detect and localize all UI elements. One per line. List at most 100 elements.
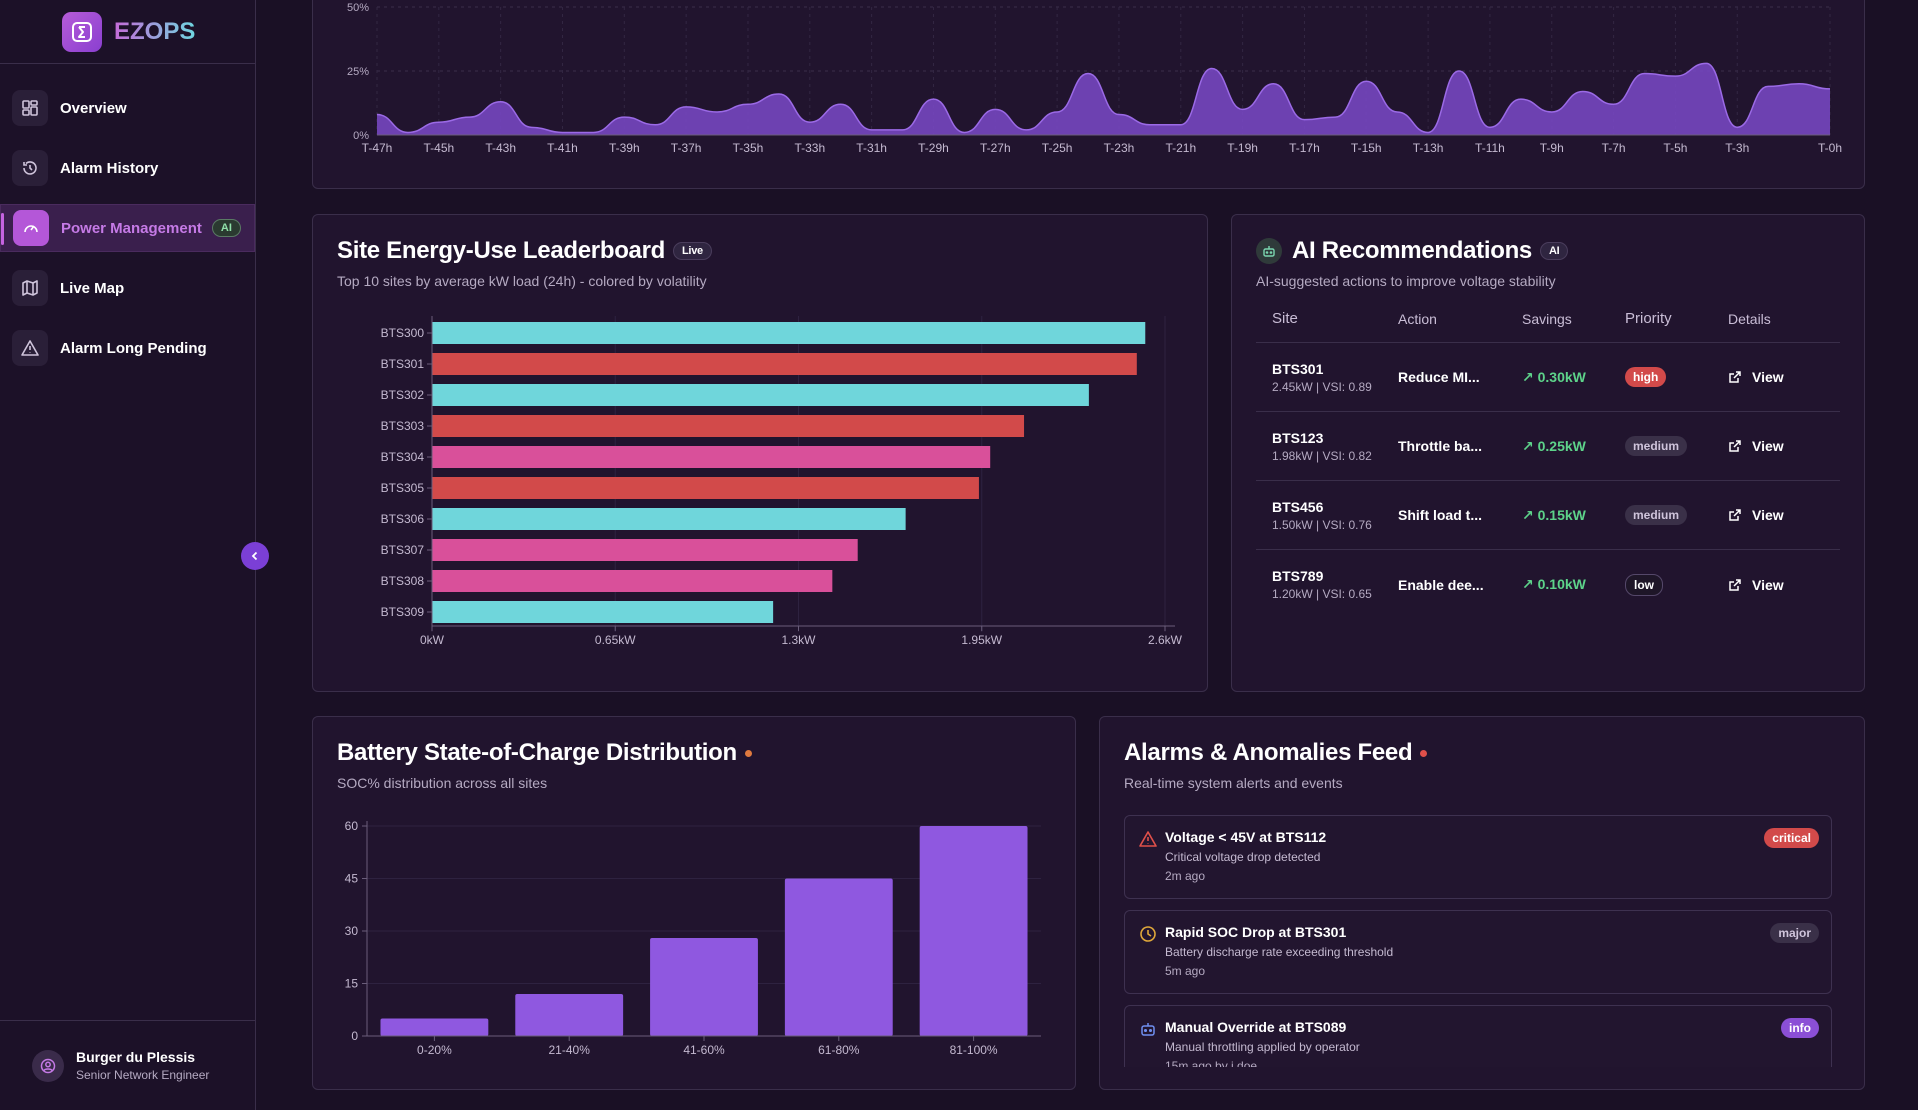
sidebar-item-alarm-long-pending[interactable]: Alarm Long Pending — [0, 324, 255, 372]
site-name: BTS123 — [1272, 429, 1324, 446]
severity-badge: major — [1770, 923, 1819, 943]
site-meta: 1.20kW | VSI: 0.65 — [1272, 587, 1372, 601]
recommendations-panel: AI Recommendations AI AI-suggested actio… — [1231, 214, 1865, 692]
x-tick-label: 21-40% — [549, 1043, 591, 1057]
table-row: BTS123 1.98kW | VSI: 0.82 Throttle ba... … — [1256, 412, 1840, 481]
y-tick-label: BTS305 — [381, 481, 425, 495]
column-header-details: Details — [1728, 310, 1771, 327]
sigma-logo-icon[interactable] — [62, 11, 102, 52]
robot-icon — [1141, 1023, 1155, 1036]
x-tick-label: T-7h — [1602, 141, 1626, 155]
sidebar-item-alarm-history[interactable]: Alarm History — [0, 144, 255, 192]
x-tick-label: T-5h — [1663, 141, 1687, 155]
user-avatar-icon — [32, 1049, 64, 1082]
area-line — [376, 62, 1831, 134]
user-profile[interactable]: Burger du Plessis Senior Network Enginee… — [0, 1020, 256, 1110]
savings-value: ↗ 0.15kW — [1522, 507, 1625, 524]
alarm-item[interactable]: Manual Override at BTS089 Manual throttl… — [1124, 1005, 1832, 1067]
map-icon — [12, 270, 48, 306]
chevron-left-icon — [251, 551, 258, 561]
status-dot — [744, 749, 752, 757]
x-tick-label: T-13h — [1413, 141, 1444, 155]
x-tick-label: T-3h — [1725, 141, 1749, 155]
alarm-time: 5m ago — [1165, 964, 1206, 978]
timeline-chart: 0% 25% 50% T-47h T-45h T-43h T-41h T-39h T-37h T-… — [347, 2, 1842, 155]
table-row: BTS301 2.45kW | VSI: 0.89 Reduce MI... ↗ … — [1256, 343, 1840, 412]
alarm-desc: Battery discharge rate exceeding thresho… — [1165, 945, 1394, 959]
y-tick-label: 30 — [345, 924, 359, 938]
alarm-item[interactable]: Voltage < 45V at BTS112 Critical voltage… — [1124, 815, 1832, 899]
savings-text: 0.30kW — [1537, 368, 1586, 385]
alarm-time: 2m ago — [1165, 869, 1206, 883]
priority-badge: medium — [1625, 505, 1688, 525]
alarms-panel: Alarms & Anomalies Feed Real-time system… — [1099, 716, 1865, 1090]
sidebar-item-overview[interactable]: Overview — [0, 84, 255, 132]
severity-badge: info — [1781, 1018, 1819, 1038]
y-tick-label: 0% — [353, 130, 369, 142]
recommendations-subtitle: AI-suggested actions to improve voltage … — [1256, 273, 1556, 289]
alarm-title: Manual Override at BTS089 — [1165, 1019, 1347, 1035]
leaderboard-subtitle: Top 10 sites by average kW load (24h) - … — [337, 273, 707, 289]
alarm-item[interactable]: Rapid SOC Drop at BTS301 Battery dischar… — [1124, 910, 1832, 994]
x-tick-label: 0.65kW — [595, 633, 636, 647]
alarm-desc: Critical voltage drop detected — [1165, 850, 1321, 864]
sidebar-item-live-map[interactable]: Live Map — [0, 264, 255, 312]
y-tick-label: 15 — [345, 977, 359, 991]
view-button[interactable]: View — [1728, 438, 1828, 454]
warning-icon — [12, 330, 48, 366]
battery-subtitle: SOC% distribution across all sites — [337, 775, 548, 791]
recommendations-table: Site Action Savings Priority Details BTS… — [1256, 295, 1840, 619]
bar-bts301 — [432, 353, 1137, 375]
view-label: View — [1752, 438, 1784, 454]
column-header-savings: Savings — [1522, 310, 1572, 327]
bar-bts306 — [432, 508, 906, 530]
x-tick-label: T-27h — [980, 141, 1011, 155]
savings-text: 0.15kW — [1537, 506, 1586, 523]
x-tick-label: T-37h — [671, 141, 702, 155]
bar-soc-5 — [919, 826, 1028, 1036]
x-tick-label: T-0h — [1818, 141, 1842, 155]
live-badge: Live — [673, 242, 712, 260]
view-button[interactable]: View — [1728, 369, 1828, 385]
y-tick-label: BTS306 — [381, 512, 425, 526]
site-name: BTS301 — [1272, 360, 1324, 377]
alarm-title: Rapid SOC Drop at BTS301 — [1165, 924, 1347, 940]
clock-icon — [1140, 926, 1156, 942]
table-row: BTS789 1.20kW | VSI: 0.65 Enable dee... ↗… — [1256, 550, 1840, 619]
column-header-site: Site — [1272, 310, 1298, 327]
external-link-icon — [1729, 578, 1741, 591]
brand: EZOPS — [0, 0, 255, 64]
bar-bts307 — [432, 539, 858, 561]
collapse-sidebar-button[interactable] — [241, 542, 269, 570]
y-tick-label: BTS304 — [381, 450, 425, 464]
y-tick-label: BTS307 — [381, 543, 425, 557]
bar-bts303 — [432, 415, 1025, 437]
y-tick-label: 25% — [347, 66, 369, 78]
alarms-feed[interactable]: Voltage < 45V at BTS112 Critical voltage… — [1124, 815, 1832, 1067]
leaderboard-chart: BTS300 BTS301 BTS302 BTS303 BTS304 BTS305 BTS3… — [381, 316, 1183, 647]
y-tick-label: BTS303 — [381, 419, 425, 433]
y-tick-label: BTS309 — [381, 605, 425, 619]
leaderboard-title: Site Energy-Use Leaderboard — [337, 237, 666, 264]
sidebar-item-power-management[interactable]: Power Management AI — [0, 204, 255, 252]
bar-soc-4 — [784, 878, 893, 1036]
dashboard-icon — [12, 90, 48, 126]
site-meta: 1.50kW | VSI: 0.76 — [1272, 517, 1372, 532]
x-tick-label: 81-100% — [950, 1043, 998, 1057]
savings-text: 0.10kW — [1537, 576, 1586, 592]
sidebar-item-label: Overview — [60, 99, 127, 117]
view-button[interactable]: View — [1728, 577, 1828, 593]
x-tick-label: T-29h — [918, 141, 949, 155]
x-tick-label: T-39h — [609, 141, 640, 155]
bar-bts308 — [432, 570, 833, 592]
x-tick-label: T-31h — [856, 141, 887, 155]
x-tick-label: 1.3kW — [781, 633, 816, 647]
view-button[interactable]: View — [1728, 507, 1828, 523]
column-header-priority: Priority — [1625, 310, 1672, 327]
external-link-icon — [1729, 440, 1741, 452]
timeline-panel: 0% 25% 50% T-47h T-45h T-43h T-41h T-39h T-37h T-… — [312, 0, 1865, 189]
alarm-desc: Manual throttling applied by operator — [1165, 1040, 1360, 1054]
status-dot — [1420, 749, 1428, 757]
sidebar-item-label: Live Map — [60, 279, 125, 297]
savings-value: ↗ 0.25kW — [1522, 438, 1625, 455]
